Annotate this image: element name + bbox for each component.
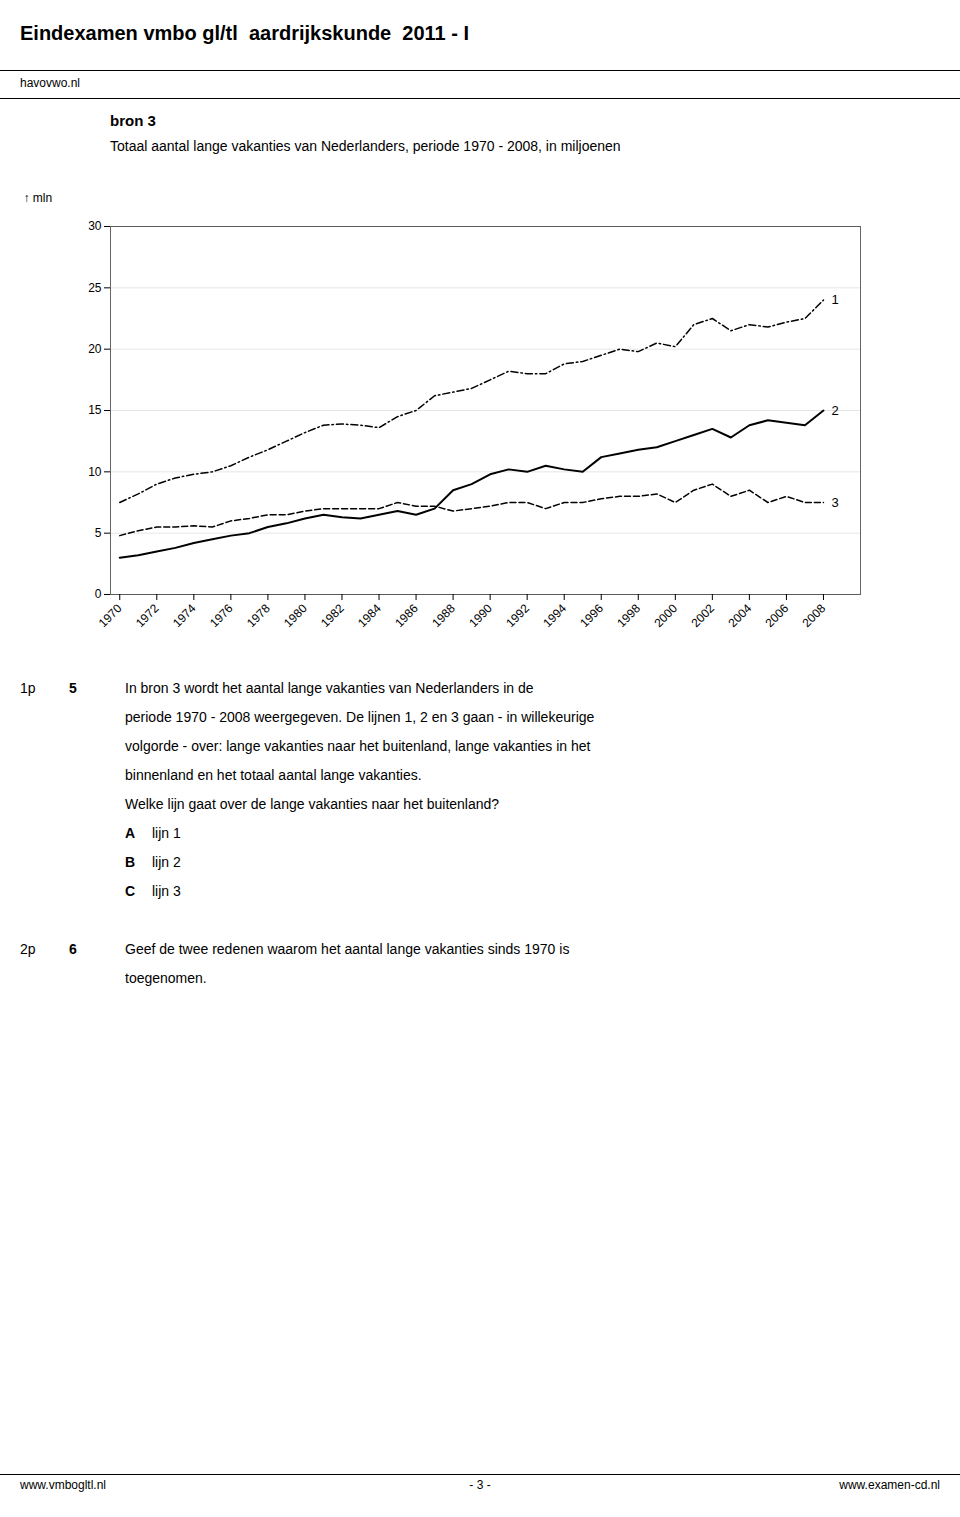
html-text:lijn 3: lijn 3 [152,883,181,899]
html-text:periode 1970 - 2008 weergegeve: periode 1970 - 2008 weergegeven. De lijn… [125,709,595,725]
html-text:toegenomen.: toegenomen. [125,970,207,986]
svg-text:2002: 2002 [688,601,717,630]
svg-text:1970: 1970 [96,601,125,630]
svg-text:1: 1 [831,292,838,307]
svg-text:1998: 1998 [614,601,643,630]
html-text:5: 5 [69,680,77,696]
svg-text:20: 20 [88,342,102,356]
svg-text:1996: 1996 [577,601,606,630]
html-text:www.vmbogltl.nl: www.vmbogltl.nl [20,1478,106,1492]
html-text:1p: 1p [20,680,36,696]
svg-text:3: 3 [831,495,838,510]
html-text:- 3 -: - 3 - [469,1478,491,1492]
html-text:A: A [125,825,136,841]
svg-text:1992: 1992 [503,601,532,630]
svg-text:1988: 1988 [429,601,458,630]
html-text:B: B [125,854,136,870]
html-text:Eindexamen vmbo gl/tl aardrijk: Eindexamen vmbo gl/tl aardrijkskunde 201… [20,22,470,44]
svg-text:1972: 1972 [133,601,162,630]
html-text:volgorde - over: lange vakanti: volgorde - over: lange vakanties naar he… [125,738,591,754]
html-text:6: 6 [69,941,77,957]
html-text:lijn 1: lijn 1 [152,825,181,841]
svg-text:1974: 1974 [170,601,199,630]
html-text:lijn 2: lijn 2 [152,854,181,870]
svg-text:1990: 1990 [466,601,495,630]
svg-text:1986: 1986 [392,601,421,630]
svg-text:2000: 2000 [651,601,680,630]
svg-text:1980: 1980 [281,601,310,630]
svg-text:2004: 2004 [725,601,754,630]
svg-text:15: 15 [88,403,102,417]
svg-text:↑ mln: ↑ mln [24,191,53,205]
svg-text:5: 5 [95,526,102,540]
svg-text:2006: 2006 [762,601,791,630]
html-text:havovwo.nl: havovwo.nl [20,76,80,90]
html-text:Geef de twee redenen waarom he: Geef de twee redenen waarom het aantal l… [125,941,570,957]
svg-text:1994: 1994 [540,601,569,630]
svg-text:2: 2 [831,403,838,418]
svg-text:1976: 1976 [207,601,236,630]
html-text:bron 3: bron 3 [110,112,156,129]
svg-text:1984: 1984 [355,601,384,630]
svg-text:10: 10 [88,465,102,479]
html-text:Welke lijn gaat over de lange: Welke lijn gaat over de lange vakanties … [125,796,500,812]
svg-text:1982: 1982 [318,601,347,630]
html-text:C: C [125,883,136,899]
svg-text:2008: 2008 [800,601,829,630]
html-text:2p: 2p [20,941,36,957]
svg-text:30: 30 [88,219,102,233]
html-text:Totaal aantal lange vakanties: Totaal aantal lange vakanties van Nederl… [110,138,621,154]
svg-text:1978: 1978 [244,601,273,630]
svg-text:0: 0 [95,587,102,601]
html-text:In bron 3 wordt het aantal lan: In bron 3 wordt het aantal lange vakanti… [125,680,534,696]
html-text:www.examen-cd.nl: www.examen-cd.nl [839,1478,940,1492]
html-text:binnenland en het totaal aanta: binnenland en het totaal aantal lange va… [125,767,422,783]
svg-text:25: 25 [88,281,102,295]
